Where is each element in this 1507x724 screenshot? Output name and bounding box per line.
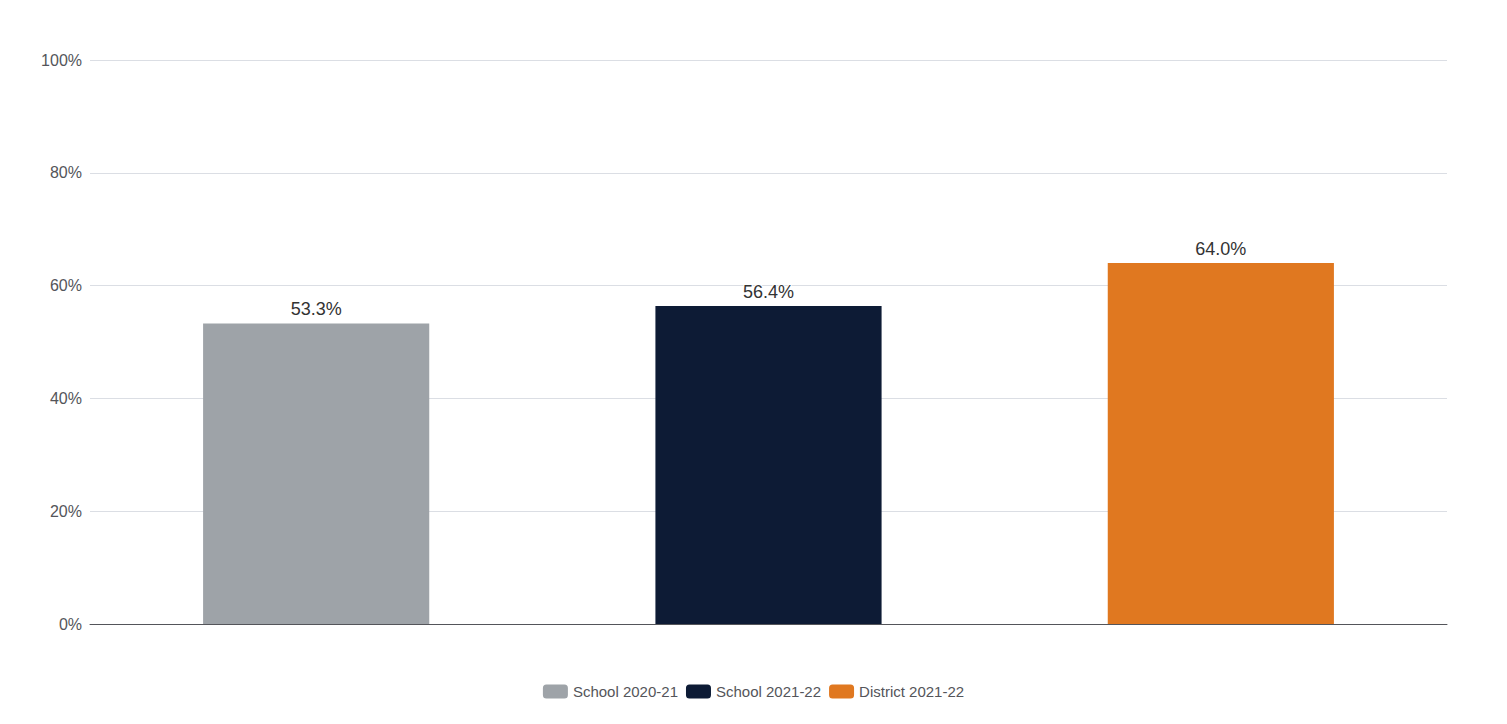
svg-text:60%: 60% [50,277,82,294]
svg-text:School 2020-21: School 2020-21 [573,683,678,700]
svg-text:64.0%: 64.0% [1195,239,1246,259]
svg-text:School 2021-22: School 2021-22 [716,683,821,700]
svg-text:80%: 80% [50,164,82,181]
svg-text:100%: 100% [41,52,82,69]
svg-text:District 2021-22: District 2021-22 [859,683,964,700]
svg-text:53.3%: 53.3% [291,299,342,319]
svg-text:56.4%: 56.4% [743,282,794,302]
svg-text:0%: 0% [59,616,82,633]
svg-text:40%: 40% [50,390,82,407]
svg-text:20%: 20% [50,503,82,520]
